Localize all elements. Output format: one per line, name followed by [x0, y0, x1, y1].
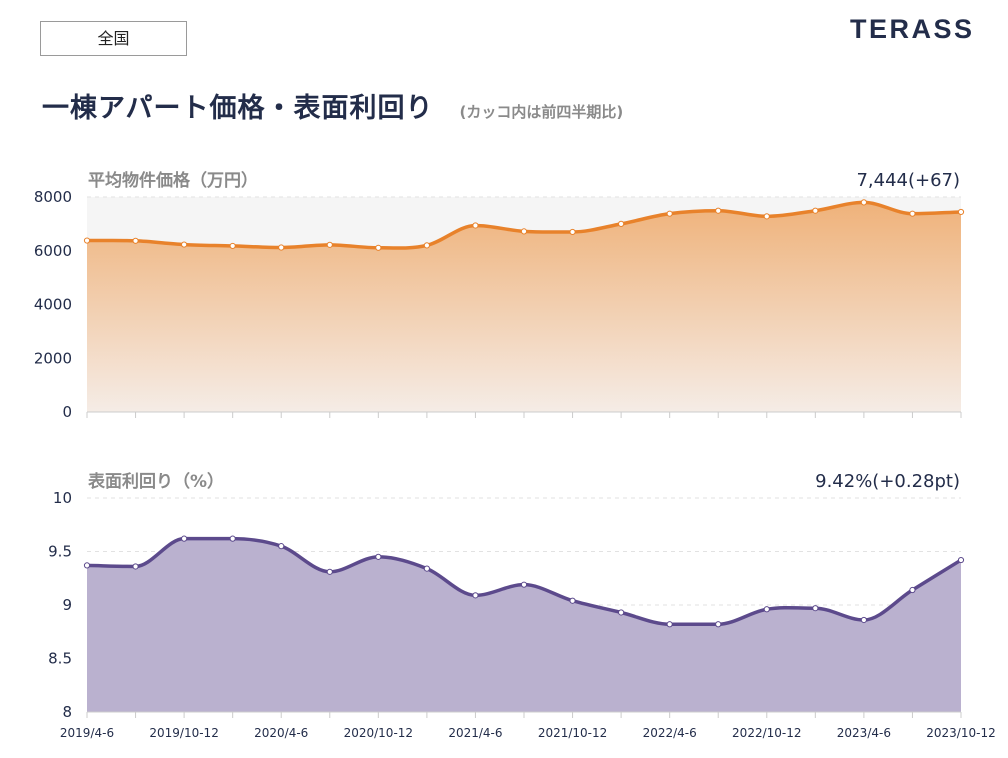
yield-data-point — [569, 597, 576, 604]
price-y-tick-label: 8000 — [34, 188, 72, 206]
x-tick-label: 2023/10-12 — [926, 726, 995, 740]
x-tick-label: 2021/10-12 — [538, 726, 607, 740]
x-tick-label: 2019/10-12 — [149, 726, 218, 740]
yield-data-point — [423, 565, 430, 572]
yield-y-tick-label: 9.5 — [48, 543, 72, 561]
x-tick-label: 2020/10-12 — [344, 726, 413, 740]
yield-data-point — [763, 606, 770, 613]
yield-chart: 8 8.5 9 9.5 10 表面利回り（%） 9.42%(+0.28pt) 2019/4-6… — [48, 471, 996, 740]
region-select-button[interactable]: 全国 — [40, 21, 187, 56]
yield-data-point — [520, 581, 528, 588]
price-data-point — [278, 244, 285, 251]
price-data-point — [569, 228, 576, 236]
yield-data-point — [278, 543, 285, 550]
yield-data-point — [812, 605, 819, 612]
yield-data-point — [666, 621, 673, 628]
yield-data-point — [326, 568, 333, 575]
chart-title-row: 一棟アパート価格・表面利回り (カッコ内は前四半期比) — [42, 86, 623, 125]
price-data-point — [132, 237, 139, 244]
price-y-tick-label: 6000 — [34, 242, 72, 260]
price-data-point — [83, 237, 91, 244]
yield-data-point — [715, 621, 722, 628]
price-y-tick-label: 0 — [62, 403, 72, 421]
price-data-point — [666, 210, 673, 217]
page-subtitle: (カッコ内は前四半期比) — [459, 103, 624, 121]
yield-data-point — [909, 586, 916, 594]
yield-data-point — [375, 553, 382, 560]
yield-area — [87, 538, 961, 712]
yield-data-point — [860, 616, 867, 624]
x-tick-label: 2022/4-6 — [643, 726, 697, 740]
x-tick-label: 2020/4-6 — [254, 726, 308, 740]
yield-data-point — [229, 535, 236, 542]
yield-data-point — [618, 609, 625, 616]
yield-data-point — [132, 563, 139, 570]
price-data-point — [763, 213, 770, 220]
price-data-point — [618, 220, 625, 227]
price-latest-value: 7,444(+67) — [856, 170, 960, 191]
price-data-point — [715, 207, 722, 214]
price-y-tick-label: 2000 — [34, 349, 72, 367]
price-data-point — [909, 210, 916, 217]
yield-y-tick-label: 10 — [53, 489, 72, 507]
yield-y-tick-label: 8 — [62, 703, 72, 721]
x-tick-label: 2023/4-6 — [837, 726, 891, 740]
price-data-point — [229, 242, 236, 250]
yield-data-point — [957, 556, 965, 564]
x-tick-label: 2022/10-12 — [732, 726, 801, 740]
price-panel-label: 平均物件価格（万円） — [88, 170, 258, 191]
yield-data-point — [181, 535, 188, 542]
price-data-point — [181, 241, 188, 248]
price-data-point — [520, 228, 528, 235]
yield-data-point — [472, 592, 479, 599]
price-chart: 0 2000 4000 6000 8000 平均物件価格（万円） 7,444(+67) — [34, 170, 965, 421]
yield-data-point — [83, 562, 91, 569]
page-title: 一棟アパート価格・表面利回り — [42, 93, 434, 124]
price-data-point — [860, 199, 867, 206]
price-data-point — [375, 244, 382, 251]
price-data-point — [812, 207, 819, 214]
price-data-point — [957, 208, 965, 216]
price-data-point — [472, 222, 479, 229]
yield-y-tick-label: 8.5 — [48, 650, 72, 668]
x-tick-label: 2021/4-6 — [448, 726, 502, 740]
price-data-point — [423, 242, 430, 249]
price-area — [87, 202, 961, 412]
yield-latest-value: 9.42%(+0.28pt) — [815, 471, 960, 492]
terass-logo: TERASS — [850, 14, 975, 44]
x-tick-label: 2019/4-6 — [60, 726, 114, 740]
yield-y-tick-label: 9 — [62, 596, 72, 614]
yield-panel-label: 表面利回り（%） — [88, 471, 224, 492]
price-data-point — [326, 241, 333, 248]
price-y-tick-label: 4000 — [34, 296, 72, 314]
